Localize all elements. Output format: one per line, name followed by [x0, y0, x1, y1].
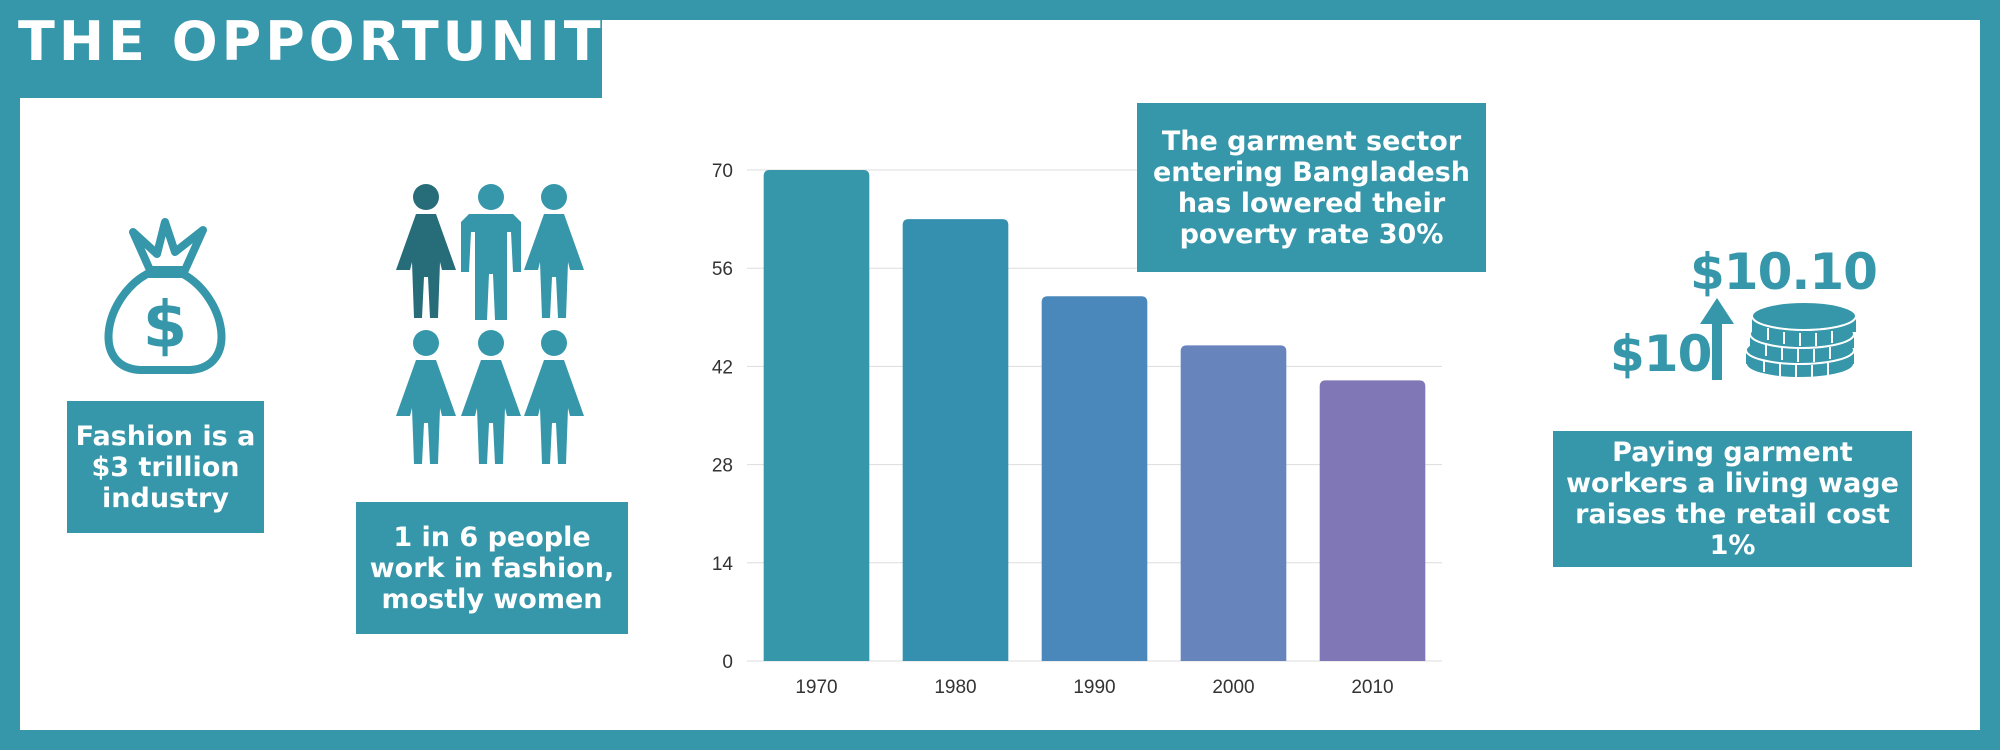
- chart-bars: [763, 170, 1426, 661]
- fashion-line-1: Fashion is a: [75, 420, 256, 452]
- bar-2000: [1180, 345, 1287, 661]
- y-tick-label: 42: [712, 357, 733, 378]
- people-group-icon: [396, 184, 584, 464]
- x-tick-label: 1970: [795, 677, 837, 698]
- bar-2010: [1319, 380, 1426, 661]
- people-line-3: mostly women: [381, 583, 603, 615]
- poverty-line-3: has lowered their: [1177, 187, 1446, 219]
- bar-1980: [902, 219, 1009, 661]
- poverty-line-4: poverty rate 30%: [1179, 218, 1444, 250]
- x-tick-label: 1980: [934, 677, 976, 698]
- title-banner: THE OPPORTUNITY: [0, 0, 644, 98]
- money-bag-icon: $: [104, 218, 226, 374]
- old-wage-label: $10: [1610, 325, 1712, 383]
- x-tick-label: 1990: [1073, 677, 1115, 698]
- y-tick-label: 56: [712, 259, 733, 280]
- page-title: THE OPPORTUNITY: [18, 10, 648, 73]
- up-arrow-icon: [1700, 298, 1734, 380]
- svg-text:$: $: [143, 289, 188, 363]
- y-tick-label: 0: [722, 652, 733, 673]
- poverty-line-2: entering Bangladesh: [1152, 156, 1471, 188]
- chart-x-ticks: 1970 1980 1990 2000 2010: [795, 677, 1393, 698]
- poverty-line-1: The garment sector: [1161, 125, 1462, 157]
- people-line-2: work in fashion,: [369, 552, 615, 584]
- people-line-1: 1 in 6 people: [393, 521, 591, 553]
- coin-stack-icon: [1745, 301, 1857, 379]
- y-tick-label: 14: [712, 554, 734, 575]
- y-tick-label: 28: [712, 456, 733, 477]
- wage-line-1: Paying garment: [1612, 437, 1853, 468]
- x-tick-label: 2000: [1212, 677, 1254, 698]
- fashion-workers-card: 1 in 6 people work in fashion, mostly wo…: [356, 502, 628, 634]
- fashion-line-3: industry: [102, 482, 229, 514]
- x-tick-label: 2010: [1351, 677, 1393, 698]
- fashion-line-2: $3 trillion: [91, 451, 240, 483]
- chart-y-ticks: 0 14 28 42 56 70: [712, 161, 734, 673]
- living-wage-card: Paying garment workers a living wage rai…: [1553, 431, 1912, 567]
- wage-line-2: workers a living wage: [1566, 468, 1899, 499]
- bar-1990: [1041, 296, 1148, 661]
- wage-line-3: raises the retail cost 1%: [1575, 499, 1890, 561]
- new-wage-label: $10.10: [1690, 243, 1878, 301]
- bar-1970: [763, 170, 870, 661]
- y-tick-label: 70: [712, 161, 733, 182]
- poverty-rate-card: The garment sector entering Bangladesh h…: [1137, 103, 1486, 272]
- fashion-industry-card: Fashion is a $3 trillion industry: [67, 401, 264, 533]
- poverty-bar-chart: 0 14 28 42 56 70 1970 1980 1990 2000 2010: [712, 161, 1442, 698]
